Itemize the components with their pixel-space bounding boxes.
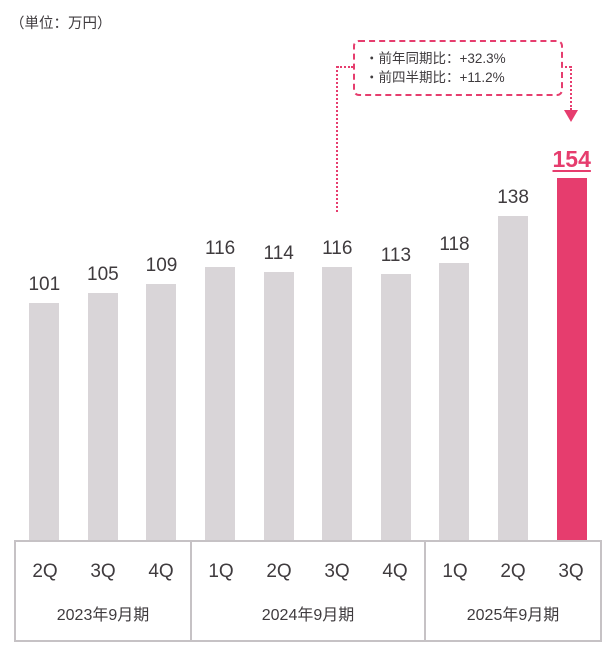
highlight-bar bbox=[556, 178, 587, 540]
bar-value-label: 118 bbox=[439, 233, 470, 255]
quarter-label: 1Q bbox=[442, 560, 468, 582]
bar-value-label: 101 bbox=[28, 273, 61, 295]
bar-slot: 105 bbox=[74, 264, 133, 540]
quarter-row: 2Q 3Q 4Q bbox=[16, 542, 190, 601]
dotted-connector-left-vertical bbox=[336, 66, 338, 212]
quarter-label: 3Q bbox=[324, 560, 350, 582]
dotted-connector-right-vertical bbox=[570, 66, 572, 110]
bar-slot: 101 bbox=[15, 274, 74, 540]
bar-slot: 114 bbox=[249, 243, 308, 540]
quarter-label: 4Q bbox=[148, 560, 174, 582]
highlight-value-label: 154 bbox=[552, 146, 591, 173]
quarter-label: 3Q bbox=[90, 560, 116, 582]
bar bbox=[322, 267, 353, 540]
bar bbox=[498, 215, 529, 540]
bar-slot: 113 bbox=[367, 245, 426, 540]
bar-slot: 116 bbox=[308, 238, 367, 540]
quarter-row: 1Q 2Q 3Q 4Q bbox=[192, 542, 424, 601]
bar bbox=[380, 274, 411, 540]
bar-value-label: 116 bbox=[204, 238, 236, 260]
bar-slot: 118 bbox=[425, 234, 484, 540]
bar-slot: 154 bbox=[542, 146, 601, 540]
year-group: 1Q 2Q 3Q 2025年9月期 bbox=[424, 542, 600, 640]
quarter-label: 2Q bbox=[500, 560, 526, 582]
bar bbox=[29, 302, 60, 540]
arrow-down-icon bbox=[564, 110, 578, 122]
bar bbox=[205, 267, 236, 540]
dotted-connector-right-horizontal bbox=[561, 66, 571, 68]
bar bbox=[439, 262, 470, 540]
year-label: 2024年9月期 bbox=[261, 607, 355, 624]
bar-value-label: 109 bbox=[145, 254, 178, 276]
bar-slot: 109 bbox=[132, 255, 191, 540]
bar-value-label: 114 bbox=[263, 243, 294, 265]
bar bbox=[87, 293, 118, 540]
bar-slot: 138 bbox=[484, 187, 543, 540]
bar-value-label: 116 bbox=[322, 238, 353, 260]
bar-value-label: 113 bbox=[380, 245, 412, 267]
unit-label: （単位：万円） bbox=[10, 16, 112, 32]
year-group: 2Q 3Q 4Q 2023年9月期 bbox=[16, 542, 190, 640]
bars-area: 101 105 109 116 114 116 113 118 138 154 bbox=[15, 0, 601, 540]
quarter-label: 2Q bbox=[266, 560, 292, 582]
annotation-box: ・前年同期比：+32.3% ・前四半期比：+11.2% bbox=[353, 40, 563, 96]
quarter-label: 3Q bbox=[558, 560, 584, 582]
bar bbox=[146, 283, 177, 540]
year-label: 2025年9月期 bbox=[466, 607, 560, 624]
annotation-line-qoq: ・前四半期比：+11.2% bbox=[365, 70, 505, 85]
year-label: 2023年9月期 bbox=[56, 607, 150, 624]
quarter-label: 1Q bbox=[208, 560, 234, 582]
bar-value-label: 105 bbox=[87, 264, 119, 286]
bar bbox=[263, 272, 294, 540]
quarter-row: 1Q 2Q 3Q bbox=[426, 542, 600, 601]
bar-slot: 116 bbox=[191, 238, 250, 540]
dotted-connector-left-horizontal bbox=[337, 66, 353, 68]
year-group: 1Q 2Q 3Q 4Q 2024年9月期 bbox=[190, 542, 424, 640]
bar-value-label: 138 bbox=[497, 186, 529, 208]
axis-box: 2Q 3Q 4Q 2023年9月期 1Q 2Q 3Q 4Q 2024年9月期 1Q 2Q 3Q 2025… bbox=[14, 540, 602, 642]
quarter-label: 4Q bbox=[382, 560, 408, 582]
quarter-label: 2Q bbox=[32, 560, 58, 582]
annotation-line-yoy: ・前年同期比：+32.3% bbox=[365, 51, 506, 66]
